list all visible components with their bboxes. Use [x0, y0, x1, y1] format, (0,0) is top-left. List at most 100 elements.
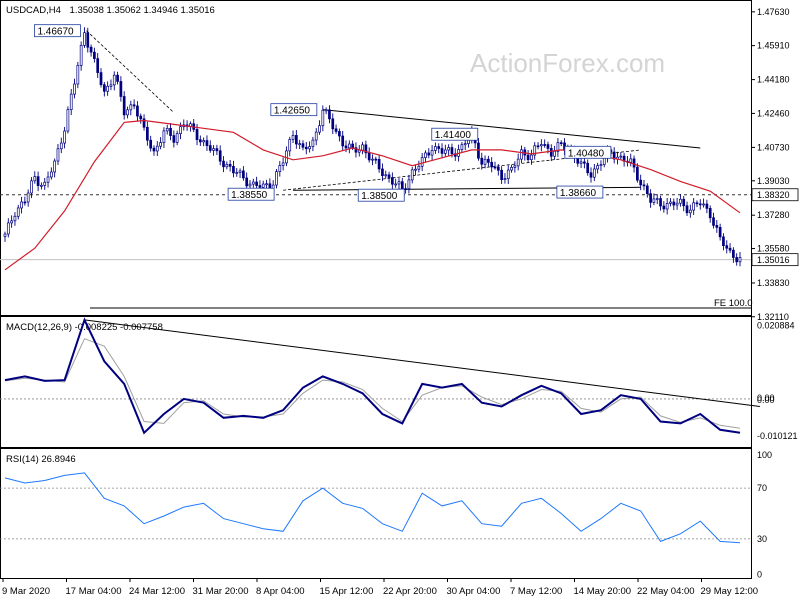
candle-body: [126, 109, 129, 116]
candle: [447, 144, 450, 156]
annotation-text-0: 1.46670: [37, 27, 74, 38]
candle: [649, 189, 652, 208]
candle: [679, 194, 682, 207]
candle-body: [460, 144, 464, 150]
candle-body: [43, 181, 47, 186]
candle-body: [715, 225, 719, 228]
candle: [347, 140, 351, 154]
date-label-1: 17 Mar 04:00: [66, 586, 122, 597]
candle-body: [3, 233, 7, 237]
rsi-panel-frame: [0, 448, 752, 579]
candle: [417, 160, 421, 173]
macd-layer: [0, 317, 760, 435]
candle-body: [30, 180, 33, 194]
candle-body: [281, 162, 285, 166]
candle-body: [536, 145, 540, 148]
price-tick-label-6: 1.37280: [757, 210, 790, 220]
candle-body: [278, 165, 282, 172]
price-panel-header: USDCAD,H4 1.35038 1.35062 1.34946 1.3501…: [6, 5, 215, 16]
candle: [304, 141, 308, 155]
candle: [516, 153, 520, 171]
candle-body: [205, 140, 209, 146]
candle-body: [530, 154, 533, 161]
candle: [281, 157, 285, 171]
candle: [76, 61, 80, 89]
candle: [43, 177, 47, 190]
candle: [437, 143, 441, 154]
candle: [83, 27, 86, 48]
annotation-text-6: 1.38660: [560, 188, 597, 199]
candle-body: [245, 177, 249, 187]
candle: [503, 173, 507, 184]
annotation-box-2: [431, 127, 479, 141]
candle-body: [76, 64, 80, 85]
candle-body: [394, 183, 398, 186]
candle: [443, 144, 447, 157]
candle: [149, 135, 153, 152]
candle-body: [361, 144, 364, 151]
candle-body: [328, 109, 331, 120]
date-label-4: 8 Apr 04:00: [256, 586, 305, 597]
candle-body: [698, 203, 702, 206]
rsi-tick-label-1: 70: [757, 483, 767, 493]
candle-body: [692, 202, 695, 211]
annotation-text-5: 1.38500: [361, 191, 398, 202]
candle: [735, 253, 739, 266]
candle-body: [119, 81, 123, 97]
macd-tick-label-1: 0.00: [757, 393, 775, 403]
candle-body: [642, 184, 646, 187]
candle-body: [559, 142, 563, 145]
candle: [235, 167, 239, 177]
annotation-box-6: [556, 185, 604, 199]
candle: [377, 154, 381, 173]
candle: [619, 152, 623, 160]
candle: [159, 137, 162, 150]
candle-body: [483, 158, 487, 165]
candle-body: [228, 164, 232, 167]
candle-body: [434, 146, 437, 151]
date-label-3: 31 Mar 20:00: [193, 586, 249, 597]
candle-body: [407, 179, 411, 190]
candle-body: [112, 74, 116, 86]
candle: [702, 198, 705, 208]
candle: [291, 130, 295, 144]
rsi-tick-label-0: 100: [757, 450, 772, 460]
candle-body: [341, 135, 345, 147]
candle-body: [215, 148, 219, 152]
candle-body: [649, 193, 652, 203]
candle-body: [417, 165, 421, 170]
candle: [665, 198, 669, 215]
candle: [132, 99, 136, 110]
candle-body: [722, 236, 725, 246]
candle: [662, 201, 666, 213]
candle: [96, 53, 100, 79]
candle-body: [324, 109, 328, 112]
candle: [434, 142, 437, 154]
candle-body: [480, 157, 484, 165]
candle-body: [556, 142, 560, 152]
candle: [391, 172, 394, 189]
candle-body: [334, 128, 338, 132]
candle: [295, 129, 298, 149]
candle: [397, 178, 401, 190]
candle: [10, 215, 13, 228]
candle-body: [427, 152, 431, 156]
date-label-9: 14 May 20:00: [574, 586, 632, 597]
candle-body: [592, 168, 596, 178]
candle-body: [338, 131, 341, 137]
candle: [265, 179, 268, 189]
candle-body: [83, 32, 86, 46]
candle: [331, 113, 335, 135]
candle: [480, 152, 484, 170]
candle-body: [652, 198, 656, 203]
candle-body: [86, 32, 90, 48]
date-label-5: 15 Apr 12:00: [320, 586, 374, 597]
annotation-box-5: [357, 188, 405, 202]
candle-body: [268, 183, 272, 189]
candle: [228, 160, 232, 172]
candle: [414, 164, 417, 176]
candle-body: [304, 146, 308, 150]
date-label-11: 29 May 12:00: [701, 586, 759, 597]
candle-body: [705, 203, 709, 209]
candle-body: [404, 188, 407, 190]
